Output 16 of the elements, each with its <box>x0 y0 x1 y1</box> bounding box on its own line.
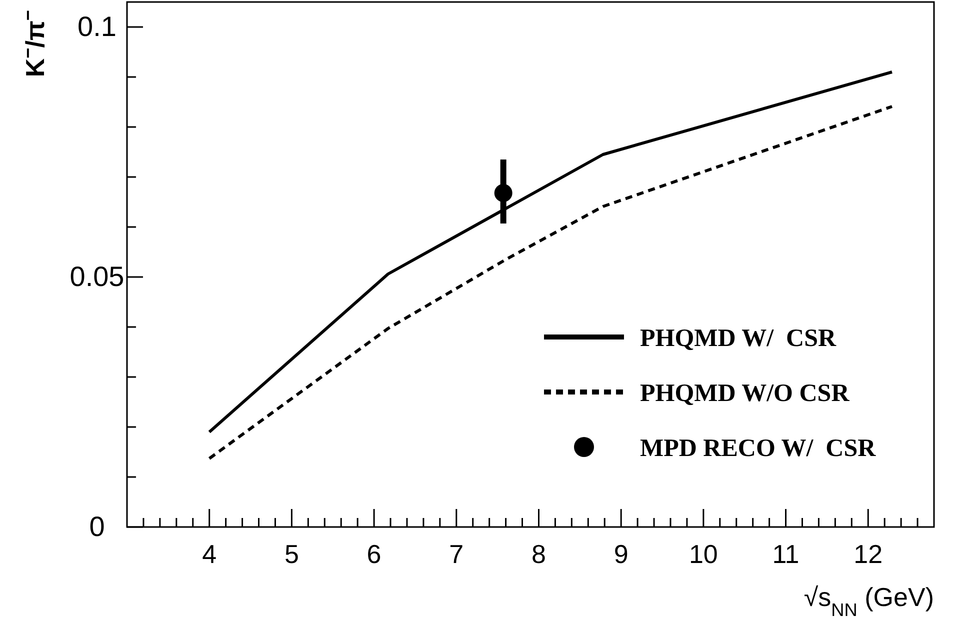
x-tick-label: 10 <box>688 539 718 569</box>
x-tick-label: 9 <box>614 539 628 569</box>
x-tick-label: 4 <box>202 539 217 569</box>
legend-label: MPD RECO W/ CSR <box>640 435 877 462</box>
y-tick-label: 0 <box>89 511 105 542</box>
x-tick-label: 11 <box>772 539 800 569</box>
y-tick-label: 0.1 <box>78 11 116 42</box>
x-tick-label: 5 <box>284 539 299 569</box>
legend-label: PHQMD W/O CSR <box>640 380 850 407</box>
x-tick-label: 7 <box>449 539 464 569</box>
x-tick-label: 8 <box>532 539 546 569</box>
x-axis-title: √s$_{NN}$ (GeV) <box>804 582 934 620</box>
legend-label: PHQMD W/ CSR <box>640 325 838 352</box>
x-tick-label: 12 <box>854 539 883 569</box>
x-tick-label: 6 <box>366 539 382 569</box>
y-tick-label: 0.05 <box>70 261 124 292</box>
